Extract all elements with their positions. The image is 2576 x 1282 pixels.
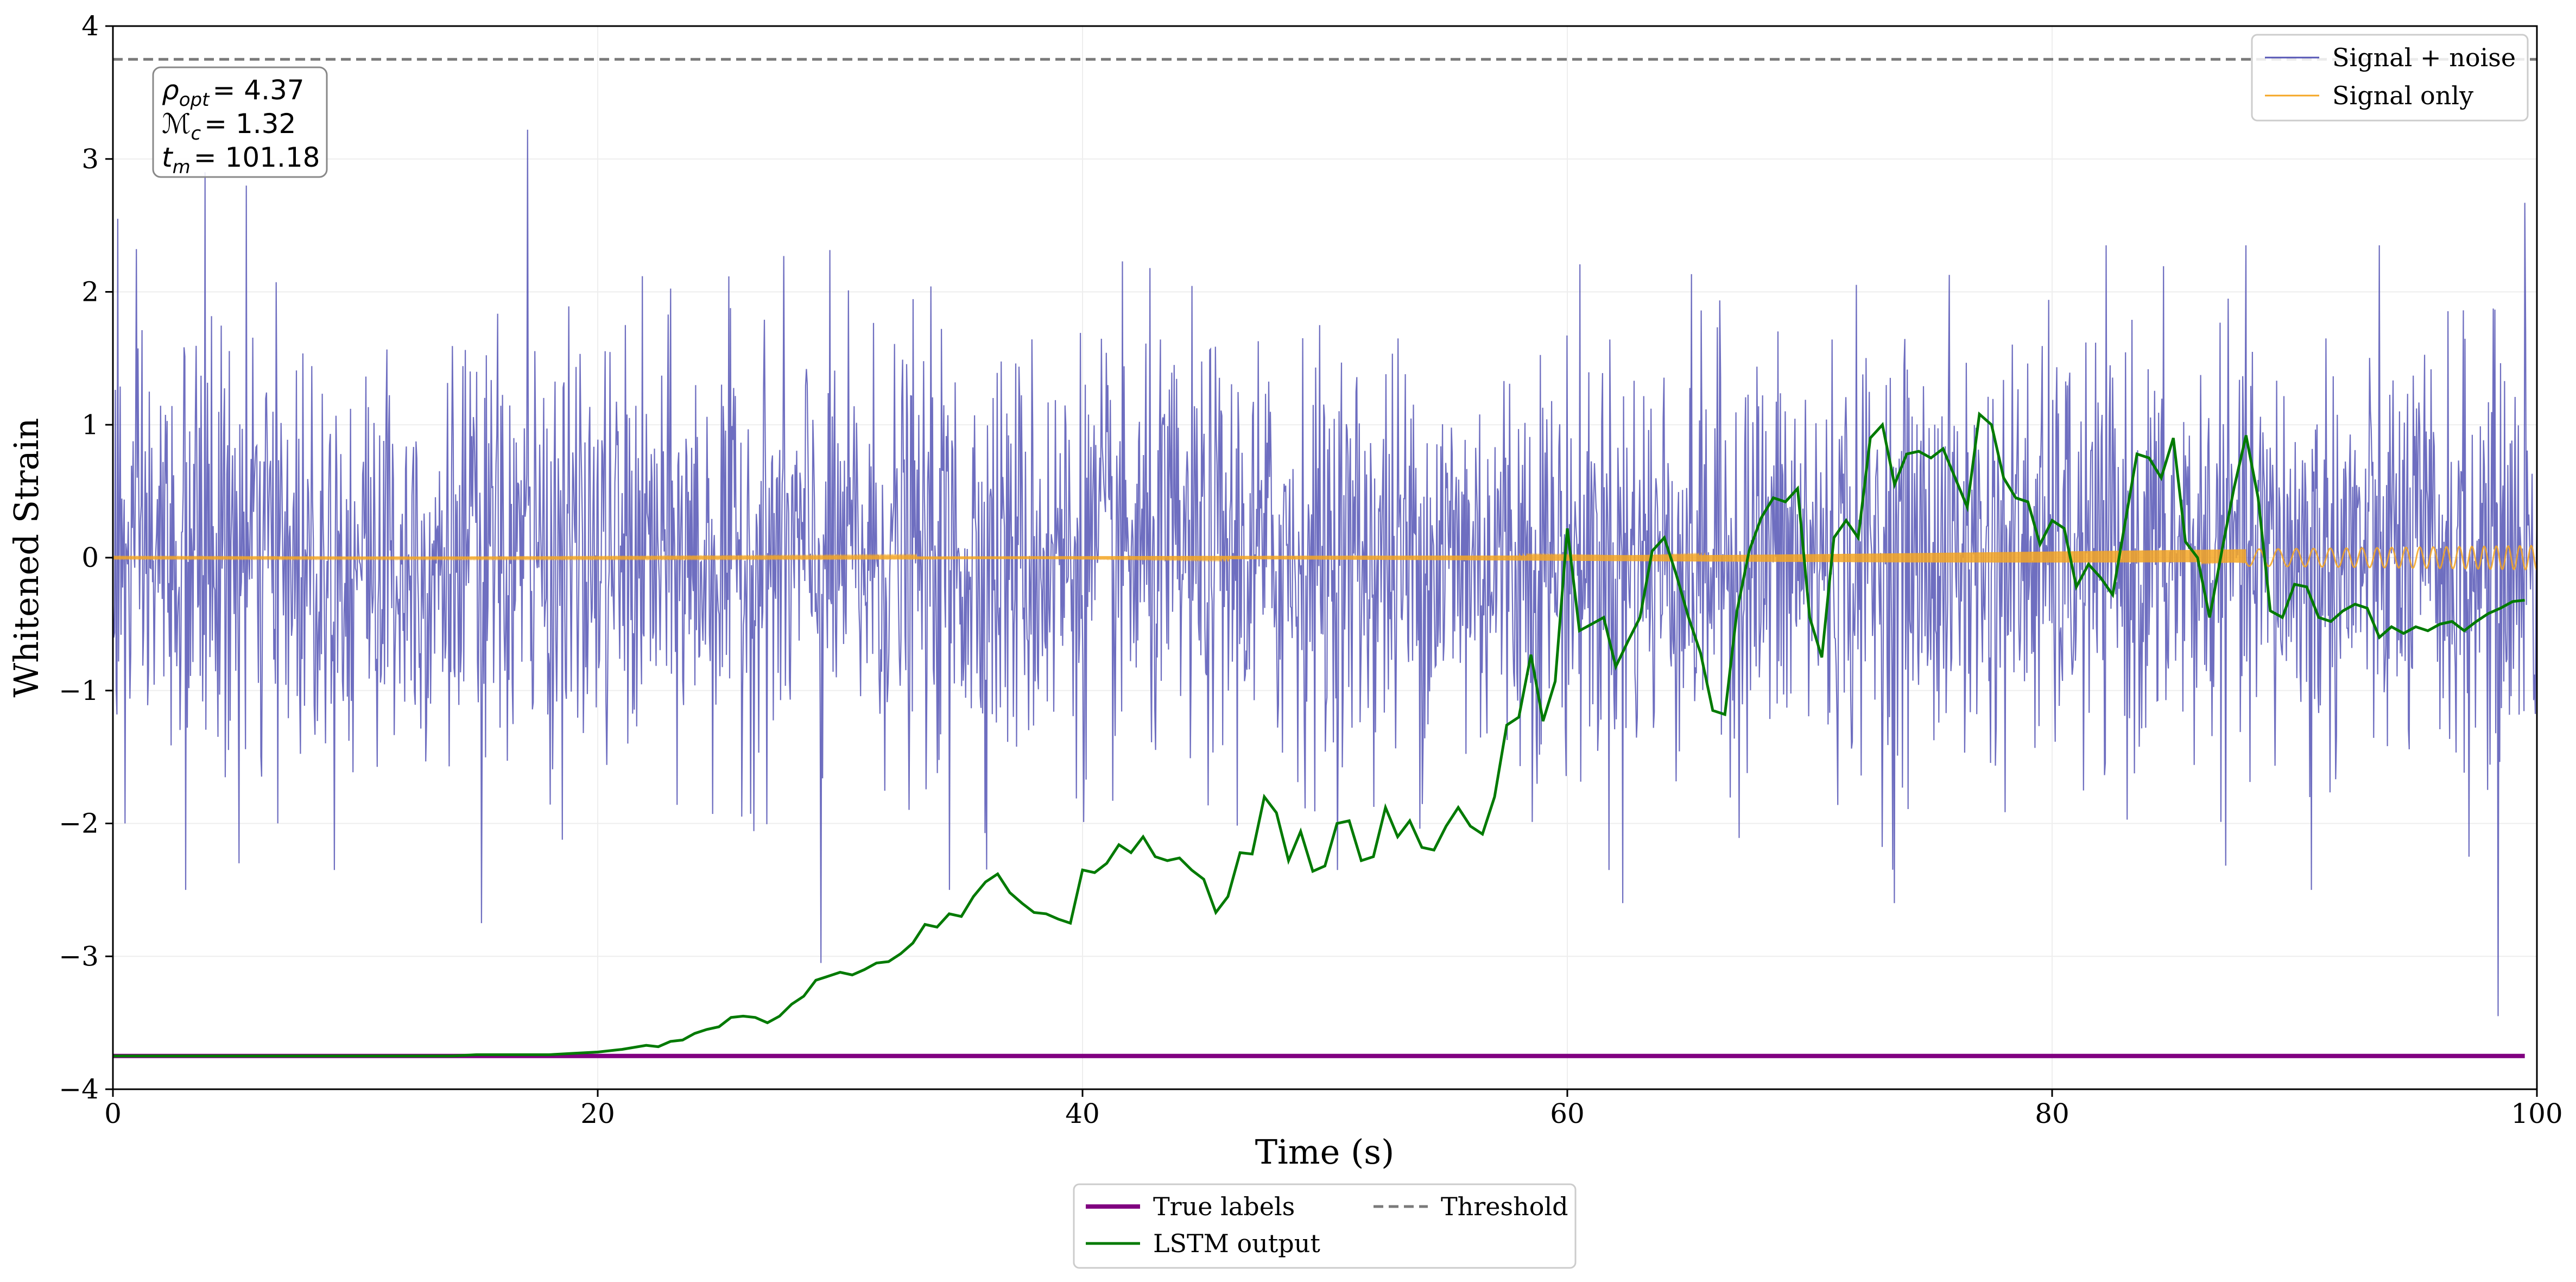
y-tick-label: 3 — [81, 143, 99, 175]
legend-lower: True labels LSTM output Threshold — [1073, 1183, 1577, 1269]
y-tick-label: −3 — [59, 940, 99, 972]
axis-ticks: 0 20 40 60 80 100 −4 −3 −2 −1 0 1 2 3 4 — [59, 10, 2562, 1129]
y-tick-label: 0 — [81, 542, 99, 573]
annotation-box: ρopt = 4.37 ℳc = 1.32 tm = 101.18 — [152, 66, 328, 178]
annotation-rho: ρopt = 4.37 — [162, 74, 305, 111]
y-axis-label: Whitened Strain — [7, 418, 46, 698]
x-tick-label: 60 — [1550, 1098, 1585, 1129]
annotation-chirp-mass: ℳc = 1.32 — [162, 108, 296, 144]
x-tick-label: 40 — [1065, 1098, 1100, 1129]
x-tick-label: 0 — [104, 1098, 122, 1129]
legend-label-lstm-output: LSTM output — [1153, 1229, 1320, 1258]
y-tick-label: 2 — [81, 276, 99, 308]
y-tick-label: −4 — [59, 1073, 99, 1105]
series-layer — [113, 58, 2537, 1058]
series-signal-noise — [113, 129, 2537, 1016]
x-tick-label: 80 — [2035, 1098, 2069, 1129]
legend-label-true-labels: True labels — [1153, 1192, 1295, 1221]
annotation-merger-time: tm = 101.18 — [162, 142, 320, 178]
x-tick-label: 100 — [2511, 1098, 2562, 1129]
series-lstm-output — [113, 411, 2525, 1058]
legend-label-signal-only: Signal only — [2332, 81, 2473, 110]
y-tick-label: 4 — [81, 10, 99, 42]
legend-label-signal-noise: Signal + noise — [2332, 43, 2516, 72]
y-tick-label: −1 — [59, 675, 99, 706]
legend-label-threshold: Threshold — [1441, 1192, 1568, 1221]
y-tick-label: 1 — [81, 409, 99, 440]
x-axis-label: Time (s) — [1255, 1132, 1395, 1172]
legend-upper: Signal + noise Signal only — [2251, 34, 2529, 122]
x-tick-label: 20 — [580, 1098, 615, 1129]
series-signal-only — [113, 545, 2537, 571]
y-tick-label: −2 — [59, 808, 99, 839]
